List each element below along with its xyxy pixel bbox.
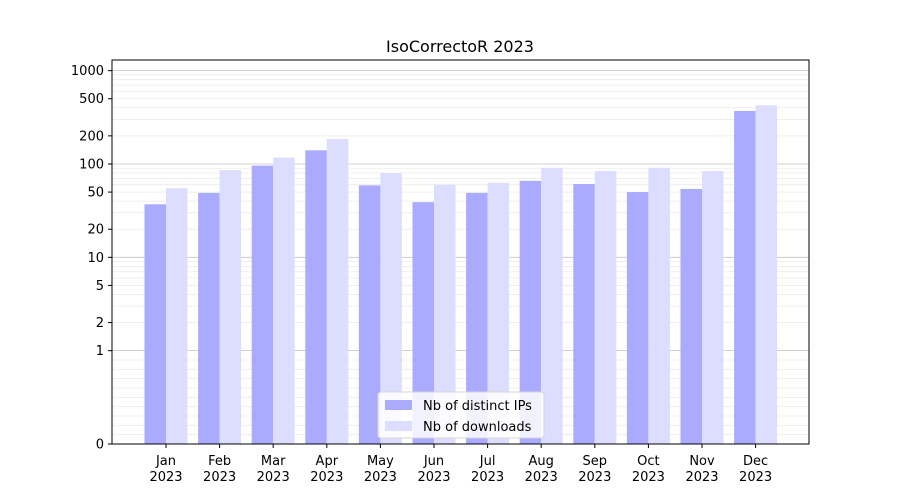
y-tick-label: 5 (96, 279, 104, 294)
y-tick-label: 100 (79, 157, 104, 172)
bar-distinct-ips (251, 165, 274, 444)
bar-downloads (434, 184, 456, 444)
bar-distinct-ips (626, 192, 649, 444)
x-tick-label: Aug 2023 (525, 454, 558, 485)
x-tick-label: May 2023 (364, 454, 397, 485)
bar-distinct-ips (198, 192, 220, 444)
bar-downloads (380, 173, 402, 444)
y-tick-label: 1 (96, 344, 104, 359)
bar-distinct-ips (680, 188, 702, 444)
bar-downloads (755, 105, 778, 445)
legend-swatch (385, 421, 412, 431)
chart-title: IsoCorrectoR 2023 (386, 37, 534, 56)
legend-label: Nb of distinct IPs (423, 399, 532, 414)
bar-downloads (273, 157, 295, 444)
legend: Nb of distinct IPs Nb of downloads (377, 391, 545, 439)
x-tick-label: Dec 2023 (739, 454, 772, 485)
bar-distinct-ips (734, 110, 756, 444)
bar-downloads (326, 139, 349, 445)
bar-downloads (648, 167, 670, 445)
x-tick-label: Jan 2023 (149, 454, 182, 485)
y-tick-label: 0 (96, 438, 104, 453)
y-tick-label: 500 (79, 92, 104, 107)
y-tick-label: 200 (79, 129, 104, 144)
x-tick-label: Feb 2023 (203, 454, 236, 485)
y-tick-label: 50 (87, 186, 104, 201)
bar-downloads (594, 171, 617, 444)
plot-frame (111, 59, 810, 445)
bar-distinct-ips (519, 180, 542, 444)
bar-distinct-ips (412, 202, 434, 444)
y-tick-label: 10 (87, 251, 104, 266)
legend-box (377, 391, 545, 439)
bars (144, 105, 778, 445)
bar-downloads (219, 170, 242, 444)
bar-distinct-ips (305, 150, 327, 444)
bar-downloads (541, 167, 563, 445)
bar-distinct-ips (358, 185, 381, 444)
bar-distinct-ips (573, 184, 595, 444)
y-tick-label: 20 (87, 223, 104, 238)
legend-label: Nb of downloads (423, 420, 532, 435)
x-tick-label: Jun 2023 (417, 454, 450, 485)
y-axis: 0 1 2 5 10 20 50 100 200 500 1000 (71, 64, 112, 453)
bar-downloads (166, 188, 188, 444)
legend-swatch (385, 400, 412, 410)
x-tick-label: Jul 2023 (471, 454, 504, 485)
x-tick-label: Oct 2023 (632, 454, 665, 485)
bar-distinct-ips (144, 204, 166, 444)
x-tick-label: Nov 2023 (685, 454, 718, 485)
y-tick-label: 1000 (71, 64, 104, 79)
x-tick-label: Mar 2023 (257, 454, 290, 485)
bar-downloads (702, 171, 724, 444)
y-tick-label: 2 (96, 316, 104, 331)
x-tick-label: Sep 2023 (578, 454, 611, 485)
bar-downloads (487, 182, 510, 444)
x-tick-label: Apr 2023 (310, 454, 343, 485)
x-axis: Jan 2023 Feb 2023 Mar 2023 Apr 2023 May 2023 Jun 20… (149, 444, 772, 485)
bar-distinct-ips (466, 192, 488, 444)
